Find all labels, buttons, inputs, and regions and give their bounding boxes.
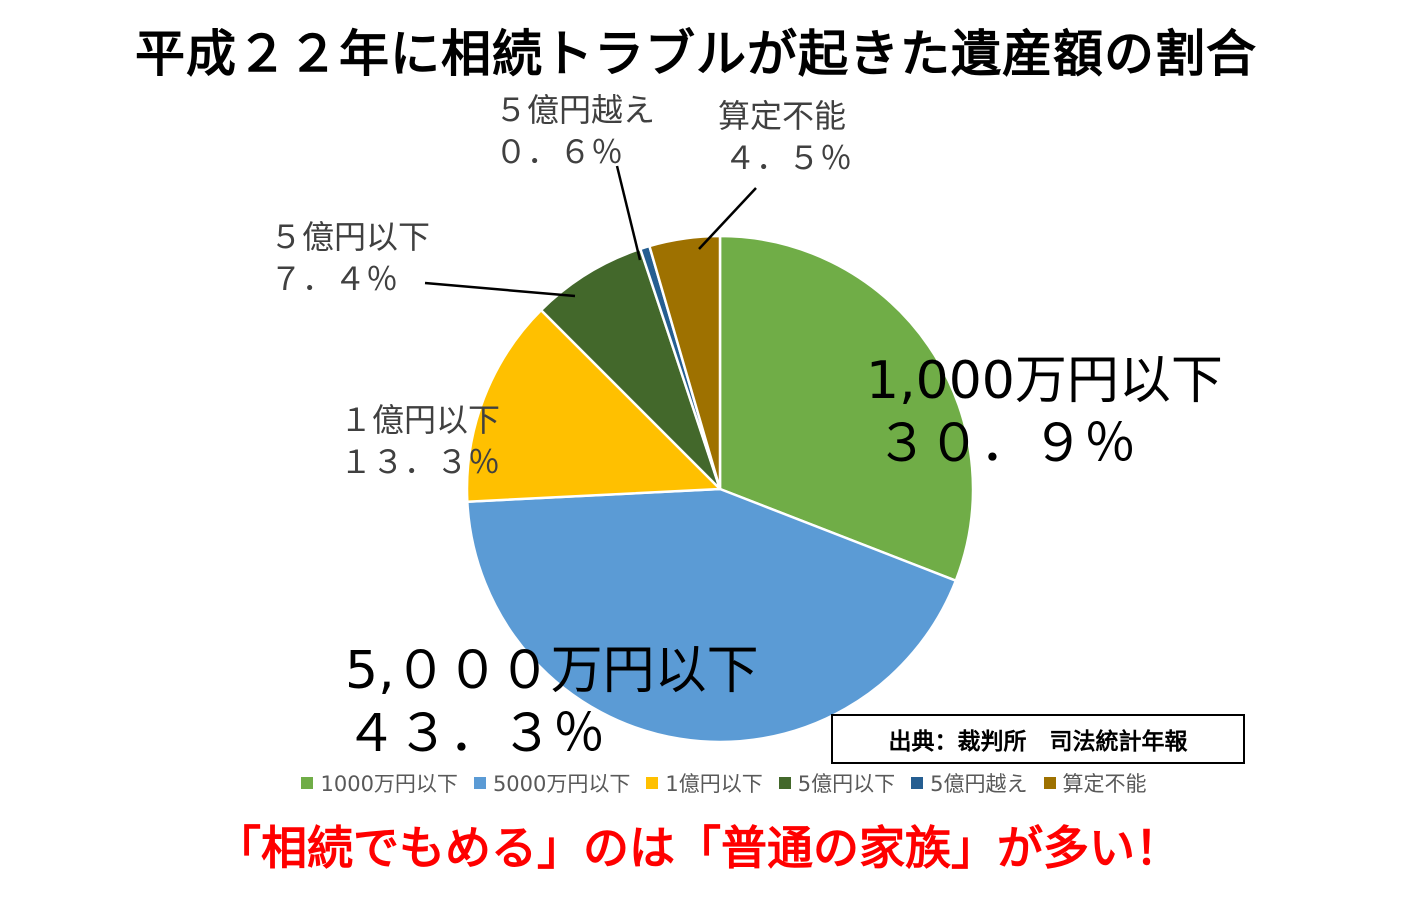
legend-label: 5億円以下 [797, 772, 896, 796]
legend-item-5oku-koe: 5億円越え [911, 768, 1028, 798]
data-label-5oku-koe-category: ５億円越え [495, 91, 656, 129]
data-label-1oku: １億円以下 １３．３％ [340, 400, 500, 483]
legend-swatch [301, 777, 314, 789]
data-label-5oku-koe-value: ０．６％ [495, 132, 624, 171]
data-label-1000man-category: 1,000万円以下 [866, 351, 1223, 411]
legend-label: 5000万円以下 [492, 772, 631, 796]
legend-item-santei-funou: 算定不能 [1043, 768, 1147, 798]
legend-item-5000man: 5000万円以下 [473, 768, 631, 798]
data-label-santei-funou: 算定不能 ４．５％ [718, 96, 852, 179]
legend-label: 算定不能 [1062, 772, 1147, 796]
legend-item-1oku: 1億円以下 [646, 768, 763, 798]
data-label-5000man: 5,０００万円以下 ４３．３％ [345, 640, 759, 767]
data-label-5000man-category: 5,０００万円以下 [345, 641, 759, 701]
legend-item-5oku-ika: 5億円以下 [778, 768, 896, 798]
pie-slice-santei-funou [647, 234, 722, 490]
data-label-5oku-koe: ５億円越え ０．６％ [495, 90, 655, 173]
data-label-1oku-category: １億円以下 [340, 401, 501, 439]
data-label-5oku-ika-value: ７．４％ [270, 259, 399, 298]
legend-item-1000man: 1000万円以下 [301, 768, 458, 798]
legend-swatch [911, 777, 924, 789]
leader-line-5oku-koe [615, 165, 642, 261]
legend-label: 1000万円以下 [320, 772, 458, 796]
legend-swatch [778, 777, 791, 789]
legend: 1000万円以下 5000万円以下 1億円以下 5億円以下 5億円越え 算定不能 [0, 768, 1408, 798]
pie-slice-1oku [465, 308, 723, 504]
data-label-5oku-ika-category: ５億円以下 [270, 218, 431, 256]
legend-label: 1億円以下 [665, 772, 763, 796]
conclusion-note: 「相続でもめる」のは「普通の家族」が多い！ [215, 821, 1181, 875]
legend-swatch [1043, 777, 1056, 789]
data-label-5oku-ika: ５億円以下 ７．４％ [270, 217, 430, 300]
legend-label: 5億円越え [930, 772, 1028, 796]
pie-slice-1000man [718, 234, 975, 583]
data-label-5000man-value: ４３．３％ [345, 704, 606, 765]
source-box: 出典：裁判所 司法統計年報 [831, 714, 1245, 764]
data-label-1000man-value: ３０．９％ [876, 414, 1137, 475]
pie-slice-5000man [466, 487, 958, 744]
leader-line-santei-funou [698, 187, 757, 250]
legend-swatch [473, 777, 486, 789]
chart-title: 平成２２年に相続トラブルが起きた遺産額の割合 [135, 25, 1257, 83]
data-label-santei-funou-value: ４．５％ [724, 138, 853, 177]
data-label-santei-funou-category: 算定不能 [718, 97, 847, 135]
data-label-1oku-value: １３．３％ [340, 442, 501, 481]
leader-line-5oku-ika [424, 281, 576, 298]
data-label-1000man: 1,000万円以下 ３０．９％ [866, 350, 1223, 477]
legend-swatch [646, 777, 659, 789]
